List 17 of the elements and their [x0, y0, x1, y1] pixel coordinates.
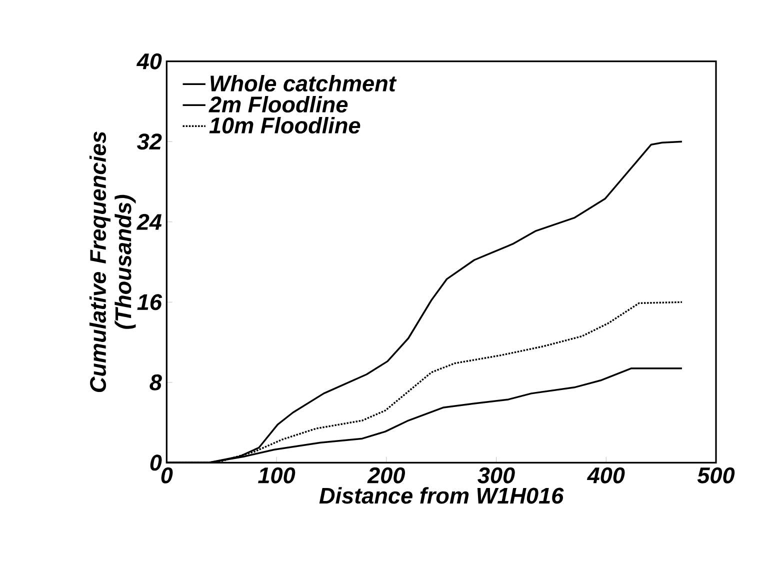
x-tick-label: 500 [697, 467, 735, 484]
x-tick-label: 400 [586, 467, 625, 484]
x-tick-label: 0 [161, 467, 173, 484]
y-tick-label: 16 [137, 294, 162, 310]
legend-label: 2m Floodline [208, 96, 348, 113]
y-tick-label: 40 [136, 53, 162, 70]
x-tick-label: 200 [367, 467, 406, 484]
x-axis-title: Distance from W1H016 [319, 487, 564, 504]
legend-label: 10m Floodline [209, 116, 360, 134]
x-tick-label: 300 [478, 467, 515, 484]
y-tick-label: 8 [150, 374, 162, 390]
legend-label: Whole catchment [210, 74, 397, 92]
y-tick-label: 32 [137, 134, 162, 150]
y-axis-title: Cumulative Frequencies (Thousands) [89, 132, 136, 392]
y-tick-label: 0 [150, 454, 162, 471]
y-tick-label: 24 [136, 214, 162, 230]
x-tick-label: 100 [258, 467, 296, 484]
